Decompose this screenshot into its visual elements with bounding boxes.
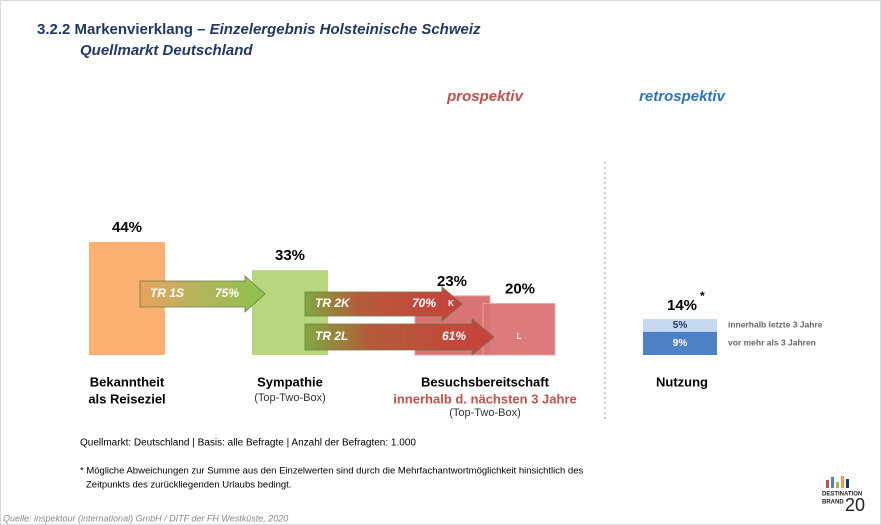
value-label: 23% <box>437 273 467 290</box>
arrow-value: 70% <box>412 296 436 310</box>
category-label: Bekanntheit <box>90 374 165 389</box>
logo-bar <box>836 482 839 488</box>
category-label: als Reiseziel <box>88 391 165 406</box>
legend-label: vor mehr als 3 Jahren <box>728 338 816 348</box>
arrow-label: TR 1S <box>150 286 184 300</box>
logo-bar <box>841 476 844 488</box>
segment-label: 9% <box>673 338 688 349</box>
total-label: 14% <box>667 297 697 314</box>
logo-text: BRAND <box>822 500 844 506</box>
segment-label: 5% <box>673 320 688 331</box>
logo: DESTINATION BRAND 20 <box>822 476 865 515</box>
legend-label: innerhalb letzte 3 Jahre <box>728 320 823 330</box>
bar-tag: L <box>517 332 522 341</box>
category-label: Besuchsbereitschaft <box>421 374 550 389</box>
category-highlight: innerhalb d. nächsten 3 Jahre <box>393 391 577 406</box>
logo-bar <box>831 477 834 488</box>
bar <box>482 303 556 356</box>
arrow <box>304 286 463 322</box>
section-label: retrospektiv <box>639 88 727 105</box>
logo-text: 20 <box>845 495 865 515</box>
title: 3.2.2 Markenvierklang – Einzelergebnis H… <box>37 21 481 38</box>
value-label: 20% <box>505 281 535 298</box>
category-note: (Top-Two-Box) <box>449 407 521 419</box>
category-note: (Top-Two-Box) <box>254 392 326 404</box>
section-label: prospektiv <box>446 88 525 105</box>
arrow-label: TR 2L <box>315 329 348 343</box>
logo-bar <box>826 480 829 488</box>
total-mark: * <box>700 289 705 303</box>
title-main: 3.2.2 Markenvierklang – <box>37 21 205 38</box>
value-label: 44% <box>112 219 142 236</box>
arrow-label: TR 2K <box>315 296 351 310</box>
arrow-value: 61% <box>442 329 466 343</box>
footnote: * Mögliche Abweichungen zur Summe aus de… <box>80 466 583 477</box>
arrow-value: 75% <box>215 286 239 300</box>
source: Quelle: inspektour (international) GmbH … <box>3 513 288 523</box>
value-label: 33% <box>275 247 305 264</box>
subtitle: Quellmarkt Deutschland <box>80 42 253 59</box>
category-label: Sympathie <box>257 374 323 389</box>
stack-segment <box>643 331 717 355</box>
title-italic: Einzelergebnis Holsteinische Schweiz <box>210 21 481 38</box>
bar-tag: K <box>448 299 454 308</box>
logo-bar <box>846 479 849 488</box>
basis: Quellmarkt: Deutschland | Basis: alle Be… <box>80 438 416 449</box>
arrow <box>304 318 495 356</box>
arrow <box>139 275 266 313</box>
footnote: Zeitpunkts des zurückliegenden Urlaubs b… <box>86 480 291 491</box>
stack-segment <box>643 319 717 332</box>
category-label: Nutzung <box>656 374 708 389</box>
logo-text: DESTINATION <box>822 492 862 498</box>
